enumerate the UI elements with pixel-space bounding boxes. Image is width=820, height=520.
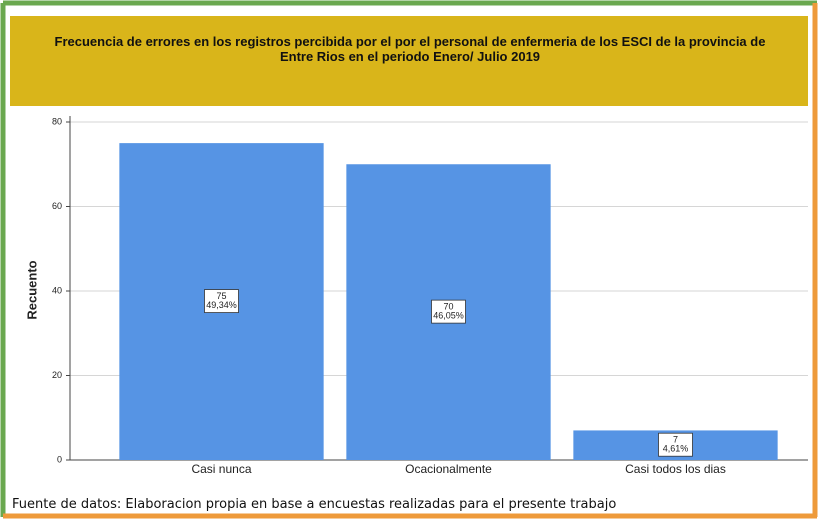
source-note: Fuente de datos: Elaboracion propia en b… <box>12 497 617 512</box>
y-tick-label: 80 <box>52 116 62 126</box>
y-axis-label: Recuento <box>24 260 39 319</box>
percent-label: 4,61% <box>663 444 689 454</box>
data-label: 75 <box>216 291 226 301</box>
x-tick-label: Ocacionalmente <box>405 462 492 476</box>
title-band <box>10 16 808 106</box>
percent-label: 49,34% <box>206 300 237 310</box>
y-tick-label: 60 <box>52 201 62 211</box>
data-label-box <box>204 289 239 313</box>
x-tick-label: Casi nunca <box>191 462 251 476</box>
data-label: 70 <box>443 302 453 312</box>
chart-title: Frecuencia de errores en los registros p… <box>54 34 766 64</box>
x-tick-label: Casi todos los dias <box>625 462 726 476</box>
y-tick-label: 40 <box>52 285 62 295</box>
y-tick-label: 0 <box>57 454 62 464</box>
data-label-box <box>658 432 693 457</box>
percent-label: 46,05% <box>433 311 464 321</box>
y-tick-label: 20 <box>52 370 62 380</box>
data-label: 7 <box>673 435 678 445</box>
data-label-box <box>431 299 466 324</box>
